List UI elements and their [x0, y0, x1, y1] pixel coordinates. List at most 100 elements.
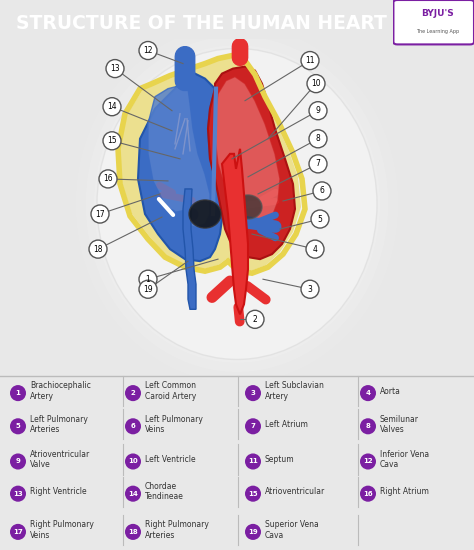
- Circle shape: [311, 210, 329, 228]
- Text: 13: 13: [110, 64, 120, 73]
- Text: 8: 8: [316, 134, 320, 144]
- Polygon shape: [120, 57, 301, 271]
- Text: Left Pulmonary
Veins: Left Pulmonary Veins: [145, 415, 203, 434]
- Text: 18: 18: [93, 245, 103, 254]
- Text: 17: 17: [13, 529, 23, 535]
- FancyArrowPatch shape: [159, 185, 173, 192]
- Circle shape: [125, 385, 141, 401]
- Text: 12: 12: [143, 46, 153, 55]
- Text: 4: 4: [312, 245, 318, 254]
- FancyArrowPatch shape: [261, 215, 275, 221]
- FancyArrowPatch shape: [263, 192, 275, 200]
- Circle shape: [360, 453, 376, 470]
- Circle shape: [10, 418, 26, 434]
- Text: 12: 12: [363, 459, 373, 465]
- Text: 11: 11: [305, 56, 315, 65]
- Circle shape: [10, 524, 26, 540]
- FancyArrowPatch shape: [163, 195, 192, 200]
- Text: Left Atrium: Left Atrium: [265, 420, 308, 429]
- Circle shape: [91, 205, 109, 223]
- Circle shape: [360, 486, 376, 502]
- Text: 13: 13: [13, 491, 23, 497]
- Text: 9: 9: [316, 106, 320, 115]
- Circle shape: [309, 102, 327, 120]
- Polygon shape: [208, 67, 295, 259]
- Text: Aorta: Aorta: [380, 387, 401, 395]
- Circle shape: [313, 182, 331, 200]
- Circle shape: [309, 130, 327, 148]
- Circle shape: [106, 59, 124, 78]
- Circle shape: [360, 385, 376, 401]
- Text: 6: 6: [319, 186, 324, 195]
- Circle shape: [89, 240, 107, 258]
- Polygon shape: [222, 149, 248, 314]
- Text: 18: 18: [128, 529, 138, 535]
- FancyArrowPatch shape: [163, 214, 192, 221]
- Text: 9: 9: [16, 459, 20, 465]
- Text: 15: 15: [248, 491, 258, 497]
- Circle shape: [125, 418, 141, 434]
- Circle shape: [360, 418, 376, 434]
- Circle shape: [245, 524, 261, 540]
- Text: Left Subclavian
Artery: Left Subclavian Artery: [265, 381, 324, 401]
- Text: 5: 5: [318, 214, 322, 223]
- FancyArrowPatch shape: [159, 199, 173, 215]
- Text: 3: 3: [251, 390, 255, 396]
- FancyArrowPatch shape: [212, 281, 230, 298]
- Text: 19: 19: [248, 529, 258, 535]
- Circle shape: [10, 453, 26, 470]
- FancyArrowPatch shape: [261, 230, 275, 238]
- Text: 2: 2: [253, 315, 257, 324]
- Circle shape: [10, 385, 26, 401]
- Text: Superior Vena
Cava: Superior Vena Cava: [265, 520, 319, 540]
- Ellipse shape: [86, 36, 388, 372]
- Circle shape: [301, 280, 319, 298]
- Ellipse shape: [234, 195, 262, 219]
- Circle shape: [301, 52, 319, 70]
- Polygon shape: [183, 189, 196, 309]
- Ellipse shape: [94, 46, 380, 362]
- Text: Left Common
Caroid Artery: Left Common Caroid Artery: [145, 381, 196, 401]
- Text: Chordae
Tendineae: Chordae Tendineae: [145, 482, 184, 502]
- Text: 16: 16: [103, 174, 113, 183]
- Text: 10: 10: [311, 79, 321, 88]
- Circle shape: [245, 385, 261, 401]
- Text: 4: 4: [365, 390, 371, 396]
- FancyBboxPatch shape: [393, 0, 474, 45]
- FancyArrowPatch shape: [238, 307, 240, 322]
- Text: 7: 7: [316, 160, 320, 168]
- Circle shape: [139, 41, 157, 59]
- Text: STRUCTURE OF THE HUMAN HEART: STRUCTURE OF THE HUMAN HEART: [16, 14, 386, 33]
- Circle shape: [125, 453, 141, 470]
- Text: The Learning App: The Learning App: [416, 29, 459, 34]
- Text: 7: 7: [251, 424, 255, 430]
- Circle shape: [125, 486, 141, 502]
- Text: Right Ventricle: Right Ventricle: [30, 487, 87, 496]
- FancyArrowPatch shape: [160, 222, 173, 230]
- Text: Atrioventricular
Valve: Atrioventricular Valve: [30, 450, 90, 469]
- Text: 16: 16: [363, 491, 373, 497]
- FancyArrowPatch shape: [243, 201, 275, 206]
- Ellipse shape: [189, 200, 221, 228]
- Text: 1: 1: [146, 274, 150, 284]
- Circle shape: [99, 170, 117, 188]
- Circle shape: [245, 486, 261, 502]
- Text: Left Ventricle: Left Ventricle: [145, 455, 196, 464]
- Text: 11: 11: [248, 459, 258, 465]
- Text: 1: 1: [16, 390, 20, 396]
- Text: Semilunar
Valves: Semilunar Valves: [380, 415, 419, 434]
- Circle shape: [139, 270, 157, 288]
- Circle shape: [125, 524, 141, 540]
- Circle shape: [103, 132, 121, 150]
- Circle shape: [139, 280, 157, 298]
- Text: Left Pulmonary
Arteries: Left Pulmonary Arteries: [30, 415, 88, 434]
- Polygon shape: [138, 74, 222, 261]
- Text: 5: 5: [16, 424, 20, 430]
- FancyArrowPatch shape: [241, 222, 275, 227]
- Text: Atrioventricular: Atrioventricular: [265, 487, 325, 496]
- Circle shape: [245, 418, 261, 434]
- Text: 15: 15: [107, 136, 117, 145]
- Text: BYJU'S: BYJU'S: [421, 9, 454, 18]
- Text: 17: 17: [95, 210, 105, 218]
- Circle shape: [10, 486, 26, 502]
